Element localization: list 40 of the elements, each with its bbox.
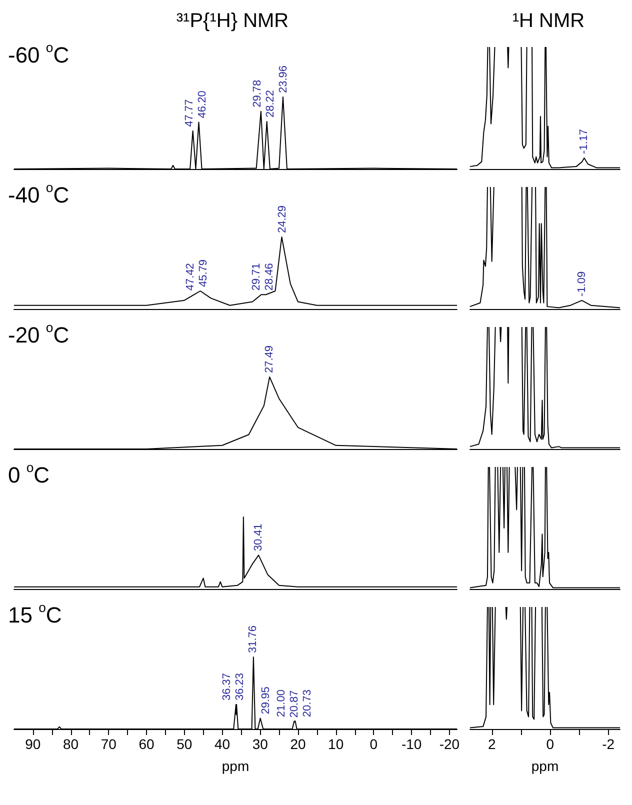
x-tick-label: -20	[439, 736, 460, 752]
annotation: 47.42	[184, 263, 197, 291]
annotation: 30.41	[252, 524, 265, 552]
annotation: 36.37	[221, 672, 234, 701]
x-tick-label: 0	[546, 736, 554, 752]
annotation: 21.00	[276, 690, 288, 718]
x-tick-label: 90	[25, 736, 41, 752]
annotation: 45.79	[198, 259, 210, 287]
annotation: 28.46	[264, 263, 276, 291]
x-tick-label: 30	[252, 736, 268, 752]
x-axis-title: ppm	[531, 758, 559, 774]
x-tick-label: -10	[401, 736, 422, 752]
x-tick-label: 40	[214, 736, 230, 752]
chart-title: ¹H NMR	[512, 10, 585, 32]
x-tick-label: 50	[176, 736, 192, 752]
x-tick-label: 60	[138, 736, 155, 752]
x-tick-label: 0	[370, 736, 378, 752]
annotation: 29.78	[251, 80, 264, 108]
x-tick-label: 20	[290, 736, 306, 752]
annotation: 29.71	[250, 263, 263, 291]
annotation: 27.49	[264, 345, 276, 373]
annotation: 20.73	[302, 690, 314, 718]
annotation: 46.20	[196, 90, 208, 118]
annotation: -1.17	[578, 128, 590, 154]
x-tick-label: -2	[602, 736, 615, 752]
annotation: 47.77	[183, 99, 196, 127]
annotation: 24.29	[276, 205, 289, 233]
x-tick-label: 2	[488, 736, 496, 752]
annotation: -1.09	[576, 271, 588, 296]
x-tick-label: 80	[63, 736, 79, 752]
annotation: 23.96	[277, 65, 290, 93]
annotation: 28.22	[264, 90, 276, 118]
annotation: 31.76	[247, 625, 260, 653]
annotation: 20.87	[288, 690, 301, 718]
x-tick-label: 70	[100, 736, 117, 752]
annotation: 29.95	[260, 686, 272, 714]
annotation: 36.23	[234, 672, 246, 701]
x-axis-title: ppm	[222, 758, 250, 774]
chart-title: ³¹P{¹H} NMR	[176, 10, 289, 32]
x-tick-label: 10	[328, 736, 344, 752]
